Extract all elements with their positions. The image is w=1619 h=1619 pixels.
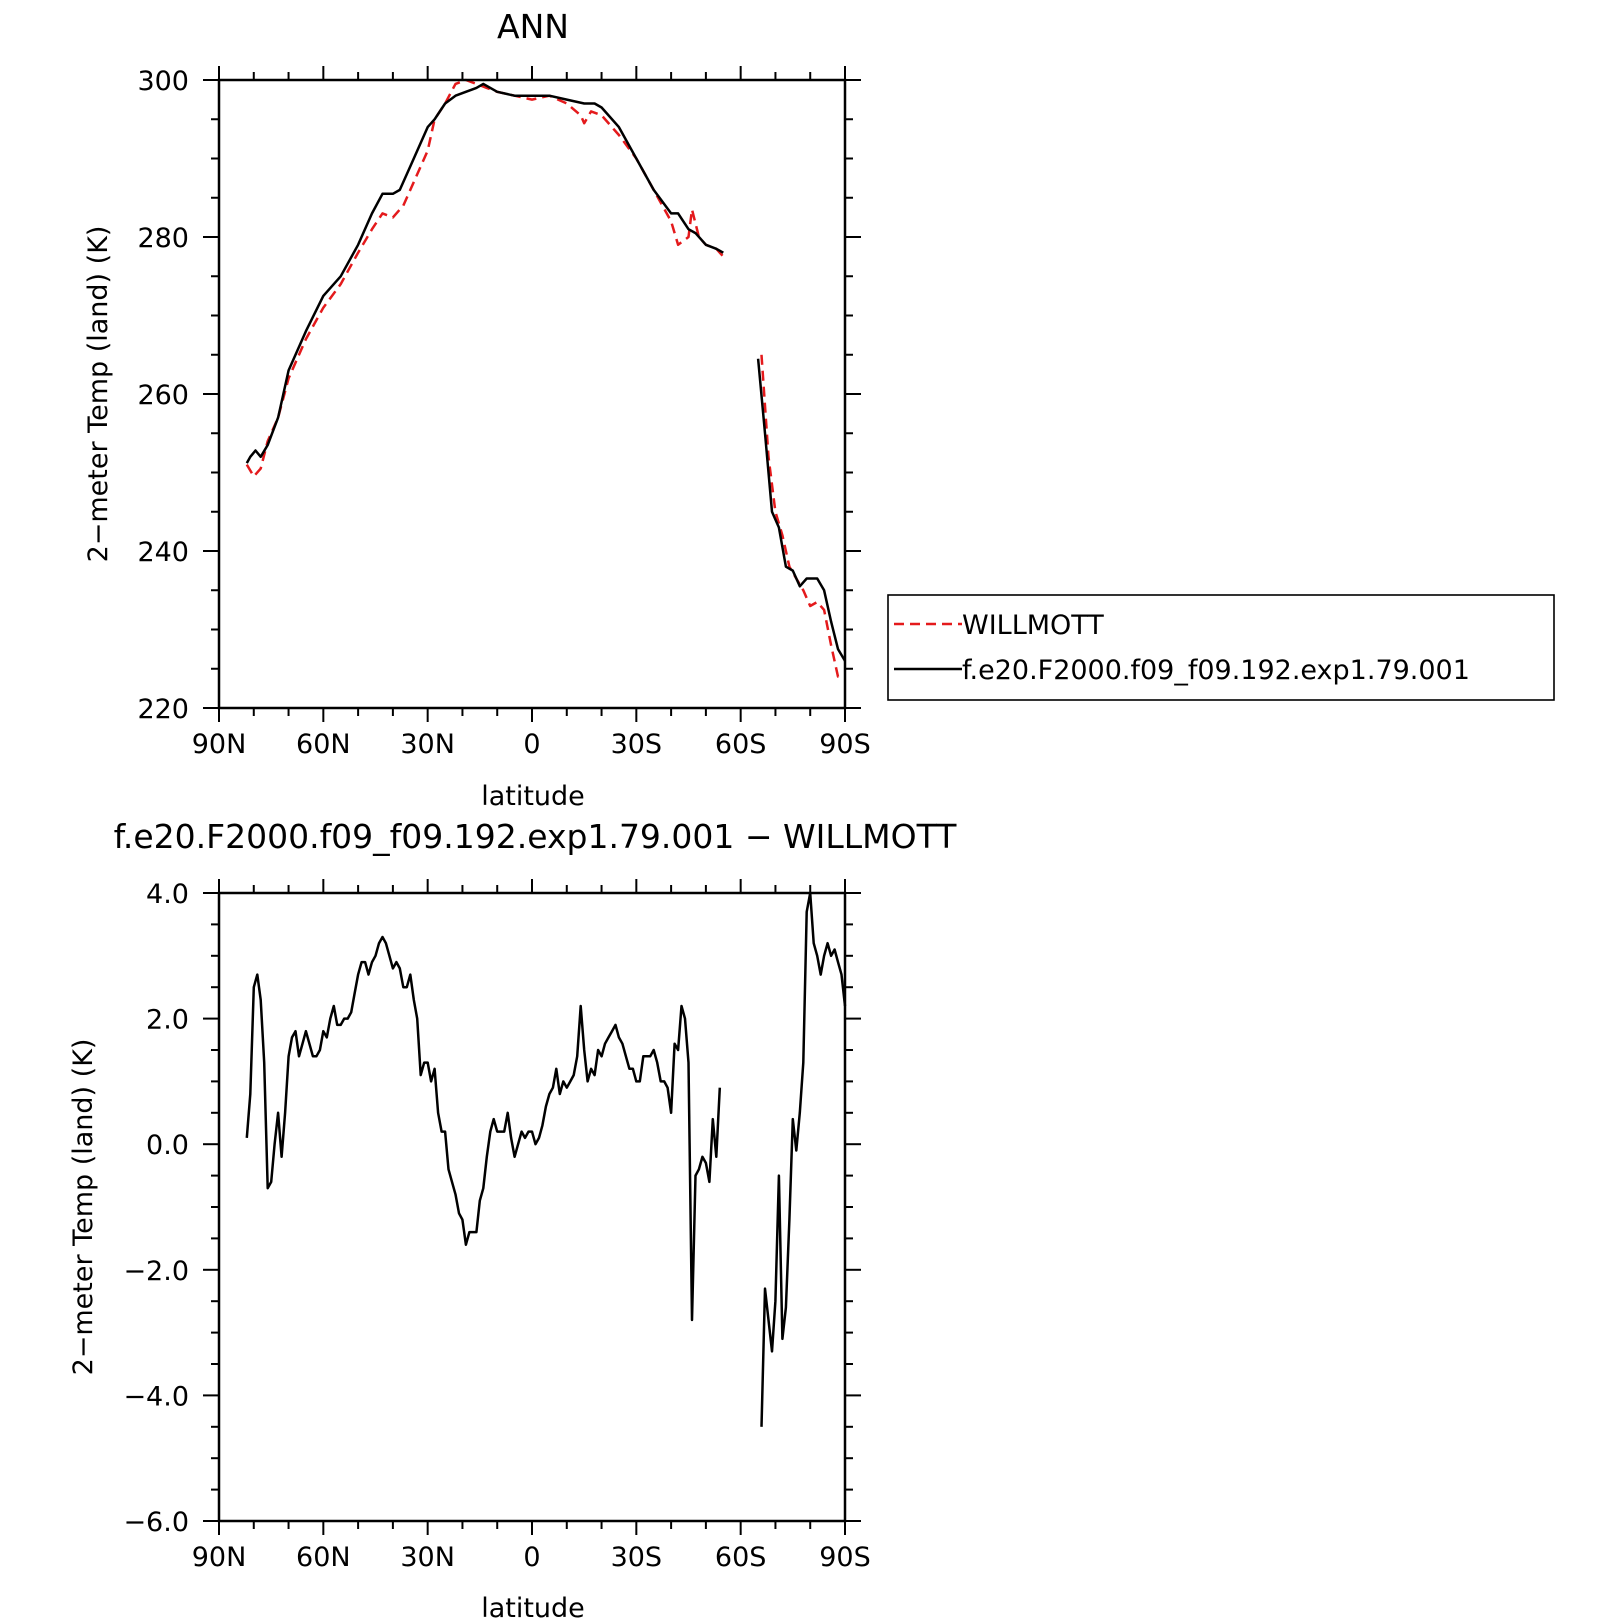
legend-label-model: f.e20.F2000.f09_f09.192.exp1.79.001 (962, 655, 1470, 686)
bottom-y-axis-title: 2−meter Temp (land) (K) (68, 1039, 99, 1376)
top-x-tick-label: 90N (192, 729, 247, 760)
top-y-axis-title: 2−meter Temp (land) (K) (83, 226, 114, 563)
bottom-x-tick-label: 0 (523, 1542, 540, 1573)
top-series-layer (245, 78, 847, 678)
top-x-tick-label: 60S (715, 729, 767, 760)
bottom-y-tick-label: 0.0 (146, 1130, 189, 1161)
bottom-x-tick-label: 90S (819, 1542, 871, 1573)
top-x-axis-title: latitude (481, 781, 585, 812)
bottom-series-difference-segment-0 (245, 935, 722, 1322)
top-series-f-e20-f2000-f09-f09-192-exp1-79-001-segment-1 (756, 358, 847, 662)
top-y-tick-label: 220 (137, 694, 189, 725)
bottom-series-difference-segment-1 (760, 891, 847, 1427)
top-x-tick-label: 60N (296, 729, 351, 760)
bottom-tick-layer: 90N 60N 30N 0 30S 60S 90S 4.0 2.0 0.0 −2.0 −4.0 −6.0 (123, 879, 871, 1573)
legend: WILLMOTT f.e20.F2000.f09_f09.192.exp1.79… (887, 594, 1555, 701)
top-tick-layer: 90N 60N 30N 0 30S 60S 90S 300 280 260 240 220 (137, 66, 871, 760)
bottom-plot-frame (217, 891, 847, 1523)
bottom-panel-title: f.e20.F2000.f09_f09.192.exp1.79.001 − WI… (114, 817, 958, 856)
bottom-y-tick-label: 2.0 (146, 1005, 189, 1036)
top-x-tick-label: 90S (819, 729, 871, 760)
top-plot-frame (217, 78, 847, 710)
bottom-y-tick-label: 4.0 (146, 879, 189, 910)
top-y-tick-label: 240 (137, 537, 189, 568)
top-x-tick-label: 0 (523, 729, 540, 760)
bottom-y-tick-label: −4.0 (123, 1381, 189, 1412)
legend-box (887, 594, 1555, 701)
bottom-y-tick-label: −2.0 (123, 1256, 189, 1287)
bottom-x-axis-title: latitude (481, 1593, 585, 1619)
bottom-series-layer (245, 891, 847, 1427)
bottom-x-tick-label: 60S (715, 1542, 767, 1573)
bottom-panel: f.e20.F2000.f09_f09.192.exp1.79.001 − WI… (68, 817, 957, 1619)
bottom-y-tick-label: −6.0 (123, 1507, 189, 1538)
top-y-tick-label: 260 (137, 380, 189, 411)
bottom-x-tick-label: 30N (400, 1542, 455, 1573)
top-x-tick-label: 30S (611, 729, 663, 760)
top-y-tick-label: 300 (137, 66, 189, 97)
top-y-tick-label: 280 (137, 223, 189, 254)
legend-label-willmott: WILLMOTT (962, 610, 1104, 641)
bottom-x-tick-label: 90N (192, 1542, 247, 1573)
top-series-willmott-segment-0 (245, 78, 725, 478)
bottom-x-tick-label: 30S (611, 1542, 663, 1573)
bottom-x-tick-label: 60N (296, 1542, 351, 1573)
top-x-tick-label: 30N (400, 729, 455, 760)
top-series-f-e20-f2000-f09-f09-192-exp1-79-001-segment-0 (245, 82, 724, 464)
top-panel-title: ANN (497, 7, 569, 46)
top-series-willmott-segment-1 (760, 354, 845, 678)
top-panel: ANN 90N 60N 30N 0 30S 60S 90S 300 280 260 240 220 l… (83, 7, 871, 812)
